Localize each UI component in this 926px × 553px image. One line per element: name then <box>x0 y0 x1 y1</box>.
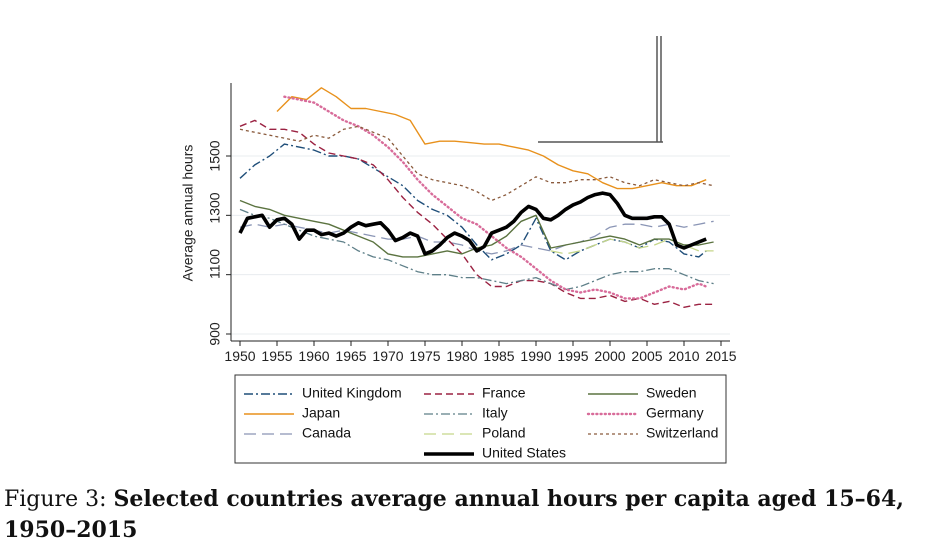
series-line-italy <box>239 208 714 291</box>
x-tick-label: 2015 <box>705 348 736 364</box>
legend-label: Sweden <box>646 385 697 401</box>
legend-label: Canada <box>302 425 351 441</box>
chart: 900 1100 1300 1500 Average annual hours … <box>180 36 737 464</box>
series-line-united-kingdom <box>239 143 707 261</box>
legend-label: Germany <box>646 405 704 421</box>
legend-box <box>234 374 727 464</box>
series-line-france <box>239 119 714 308</box>
x-tick-label: 1965 <box>335 348 366 364</box>
y-tick-label: 1300 <box>207 192 223 223</box>
caption-prefix: Figure 3: <box>4 487 114 512</box>
legend-label: France <box>482 385 526 401</box>
x-tick-label: 1995 <box>557 348 588 364</box>
caption-title: Selected countries average annual hours … <box>4 486 904 543</box>
series-line-switzerland <box>239 125 714 202</box>
legend-label: Poland <box>482 425 526 441</box>
grid-lines <box>231 155 730 335</box>
x-tick-label: 1955 <box>261 348 292 364</box>
y-tick-label: 900 <box>207 322 223 346</box>
legend-label: Switzerland <box>646 425 718 441</box>
y-tick-labels: 900 1100 1300 1500 <box>207 140 223 345</box>
x-tick-label: 2000 <box>594 348 625 364</box>
legend-label: Japan <box>302 405 340 421</box>
series-lines <box>238 87 714 308</box>
series-line-united-states <box>238 191 707 256</box>
x-tick-label: 1985 <box>483 348 514 364</box>
x-tick-label: 1950 <box>224 348 255 364</box>
figure-caption: Figure 3: Selected countries average ann… <box>4 484 922 546</box>
legend-label: United Kingdom <box>302 385 402 401</box>
x-tick-label: 1970 <box>372 348 403 364</box>
x-tick-label: 1990 <box>520 348 551 364</box>
series-line-japan <box>276 87 707 190</box>
axes <box>226 83 730 346</box>
legend-label: United States <box>482 445 566 461</box>
y-tick-label: 1100 <box>207 249 223 279</box>
x-tick-label: 1980 <box>446 348 477 364</box>
x-tick-label: 2005 <box>631 348 662 364</box>
x-tick-labels: 1950 1955 1960 1965 1970 1975 1980 1985 … <box>224 348 736 364</box>
x-tick-label: 2010 <box>668 348 699 364</box>
x-tick-label: 1960 <box>298 348 329 364</box>
legend: United Kingdom France Sweden Japan Italy… <box>234 374 727 464</box>
series-line-germany <box>283 95 708 300</box>
overlay-marks <box>538 36 663 143</box>
series-line-poland <box>550 238 714 255</box>
legend-label: Italy <box>482 405 508 421</box>
y-tick-label: 1500 <box>207 140 223 171</box>
x-tick-label: 1975 <box>409 348 440 364</box>
y-axis-title: Average annual hours <box>180 145 196 282</box>
